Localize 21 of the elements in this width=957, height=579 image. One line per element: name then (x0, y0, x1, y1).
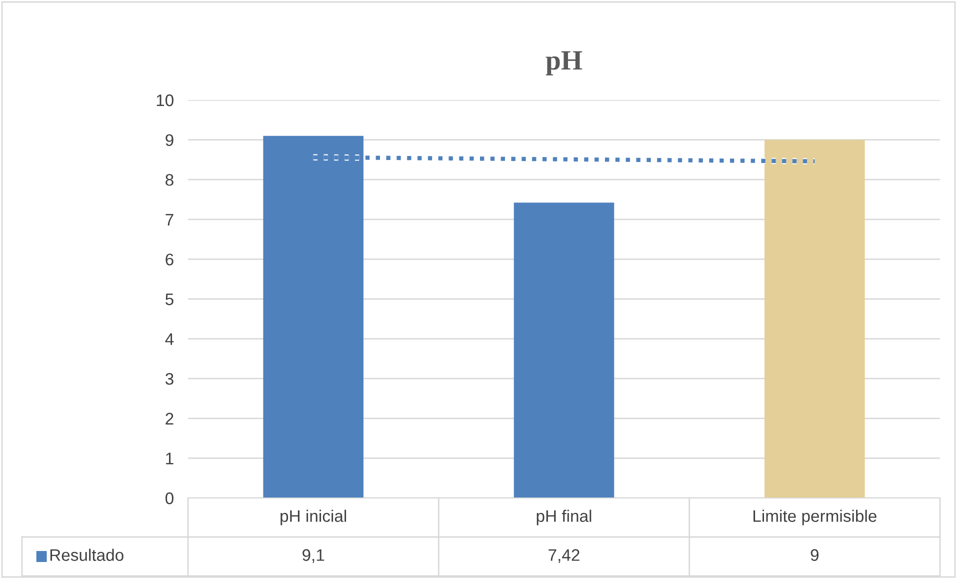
y-tick-label: 5 (166, 294, 174, 306)
y-tick-label: 9 (166, 134, 174, 146)
data-label: 7,42 (548, 549, 580, 563)
x-tick-label: pH final (536, 510, 592, 526)
y-tick-label: 0 (165, 492, 174, 504)
data-label: 9,1 (302, 549, 324, 563)
y-tick-label: 4 (165, 333, 174, 345)
x-tick-label: Limite permisible (754, 510, 876, 526)
y-tick-label: 10 (156, 94, 174, 106)
y-tick-label: 3 (165, 373, 174, 385)
legend-label: Resultado (50, 548, 124, 561)
data-label: 9 (810, 549, 819, 561)
y-tick-label: 8 (166, 174, 174, 186)
y-tick-label: 7 (166, 214, 174, 226)
bar (764, 140, 865, 498)
y-tick-label: 6 (166, 254, 174, 266)
y-tick-label: 1 (166, 452, 174, 464)
x-tick-label: pH inicial (280, 510, 346, 526)
bar (514, 202, 614, 498)
chart-title: pH (546, 51, 582, 76)
y-tick-label: 2 (166, 412, 174, 424)
